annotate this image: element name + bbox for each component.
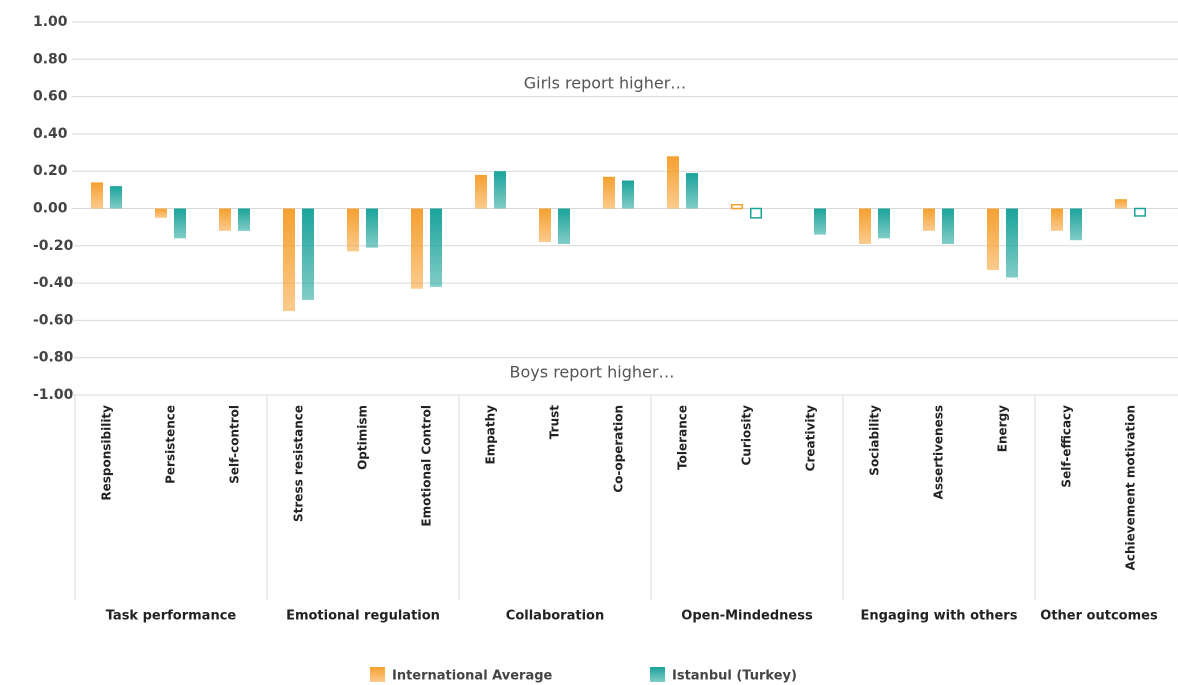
group-label: Task performance <box>106 609 237 624</box>
annotation: Boys report higher… <box>510 363 675 382</box>
bar <box>878 208 890 239</box>
y-tick-label: -0.20 <box>33 238 74 254</box>
legend-label: Istanbul (Turkey) <box>672 669 797 684</box>
bar <box>923 208 935 231</box>
bar <box>622 180 634 209</box>
bar <box>155 208 167 218</box>
x-tick-label: Energy <box>996 405 1010 452</box>
bar <box>603 176 615 209</box>
x-tick-label: Creativity <box>804 405 818 471</box>
y-tick-label: 0.80 <box>33 51 68 67</box>
x-tick-label: Stress resistance <box>292 405 306 522</box>
bar <box>219 208 231 231</box>
x-tick-label: Achievement motivation <box>1124 405 1138 570</box>
bar <box>283 208 295 312</box>
bar <box>1070 208 1082 241</box>
bar <box>750 207 762 219</box>
x-tick-label: Responsibility <box>100 405 114 501</box>
x-tick-label: Empathy <box>484 405 498 465</box>
y-tick-label: -0.40 <box>33 275 74 291</box>
bar <box>91 182 103 209</box>
bar <box>430 208 442 287</box>
x-tick-label: Assertiveness <box>932 405 946 499</box>
bar <box>539 208 551 243</box>
x-tick-label: Sociability <box>868 405 882 476</box>
bar <box>238 208 250 231</box>
x-tick-label: Tolerance <box>676 405 690 470</box>
x-tick-label: Emotional Control <box>420 405 434 527</box>
bar <box>558 208 570 244</box>
y-tick-label: -0.60 <box>33 312 74 328</box>
y-tick-label: -1.00 <box>33 387 74 403</box>
bar <box>347 208 359 252</box>
bar <box>686 173 698 209</box>
x-tick-label: Optimism <box>356 405 370 470</box>
bar <box>475 174 487 209</box>
bar <box>987 208 999 271</box>
y-tick-label: 1.00 <box>33 14 68 30</box>
bar <box>110 186 122 209</box>
y-tick-label: -0.80 <box>33 350 74 366</box>
bar <box>814 208 826 235</box>
bar <box>731 204 743 210</box>
bar <box>302 208 314 300</box>
x-tick-label: Persistence <box>164 405 178 484</box>
x-tick-label: Trust <box>548 405 562 439</box>
bar <box>1051 208 1063 231</box>
group-label: Other outcomes <box>1040 609 1158 624</box>
annotation: Girls report higher… <box>524 74 687 93</box>
group-label: Emotional regulation <box>286 609 440 624</box>
bar <box>174 208 186 239</box>
x-tick-label: Co-operation <box>612 405 626 493</box>
y-tick-label: 0.40 <box>33 126 68 142</box>
bar <box>859 208 871 244</box>
bar <box>1006 208 1018 278</box>
group-label: Open-Mindedness <box>681 609 813 624</box>
group-label: Engaging with others <box>861 609 1018 624</box>
bar <box>494 171 506 209</box>
bar <box>1134 207 1146 217</box>
bar <box>667 156 679 209</box>
bar <box>411 208 423 289</box>
legend-label: International Average <box>392 669 553 684</box>
bar <box>942 208 954 244</box>
y-tick-label: 0.00 <box>33 201 68 217</box>
x-tick-label: Self-control <box>228 405 242 484</box>
x-tick-label: Curiosity <box>740 405 754 466</box>
x-tick-label: Self-efficacy <box>1060 405 1074 488</box>
y-tick-label: 0.60 <box>33 89 68 105</box>
legend-swatch <box>370 667 385 682</box>
legend-swatch <box>650 667 665 682</box>
bar <box>1115 199 1127 209</box>
y-tick-label: 0.20 <box>33 163 68 179</box>
bar <box>366 208 378 248</box>
group-label: Collaboration <box>506 609 604 624</box>
